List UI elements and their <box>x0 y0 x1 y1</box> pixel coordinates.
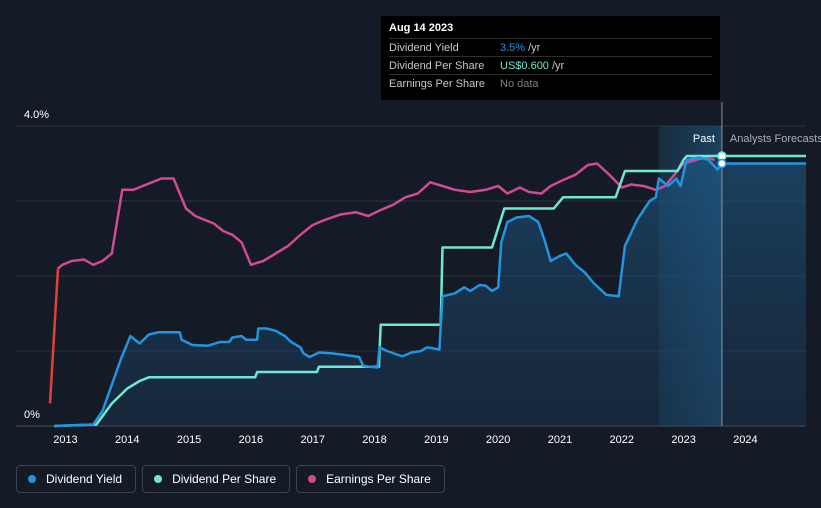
tooltip-value: US$0.600 <box>500 59 549 72</box>
tooltip-label: Earnings Per Share <box>389 77 485 90</box>
x-axis-tick-label: 2017 <box>300 434 324 446</box>
dividend-yield-marker <box>717 158 727 169</box>
past-label: Past <box>693 133 715 145</box>
tooltip: Aug 14 2023 Dividend Yield 3.5% /yr Divi… <box>381 16 720 100</box>
dividend-yield-area <box>54 157 806 426</box>
dividend-per-share-line <box>54 154 806 428</box>
legend-label: Dividend Per Share <box>172 472 277 486</box>
tooltip-unit: /yr <box>551 59 565 72</box>
x-axis-tick-label: 2022 <box>610 434 634 446</box>
legend-earnings-per-share[interactable]: Earnings Per Share <box>296 465 445 493</box>
earnings-per-share-negative-segment <box>48 268 60 404</box>
legend-dot-icon <box>28 475 36 483</box>
legend-label: Dividend Yield <box>46 472 123 486</box>
tooltip-row-dividend-yield: Dividend Yield 3.5% /yr <box>389 38 712 56</box>
x-axis-tick-label: 2019 <box>424 434 448 446</box>
tooltip-date: Aug 14 2023 <box>389 22 454 34</box>
dividend-yield-line <box>54 156 806 428</box>
x-axis-labels: 2013 2014 2015 2016 2017 2018 2019 2020 2021 2022… <box>53 434 757 446</box>
x-axis-tick-label: 2020 <box>486 434 510 446</box>
legend-dot-icon <box>308 475 317 483</box>
forecast-label: Analysts Forecasts <box>730 133 821 145</box>
legend-dividend-per-share[interactable]: Dividend Per Share <box>142 465 291 493</box>
legend-dividend-yield[interactable]: Dividend Yield <box>16 465 137 493</box>
tooltip-unit: /yr <box>528 41 541 54</box>
legend: Dividend Yield Dividend Per Share Earnin… <box>16 465 445 493</box>
tooltip-label: Dividend Yield <box>389 41 459 54</box>
tooltip-row-earnings-per-share: Earnings Per Share No data <box>389 74 712 92</box>
x-axis-tick-label: 2016 <box>239 434 263 446</box>
legend-dot-icon <box>154 475 163 483</box>
earnings-per-share-line <box>57 156 715 270</box>
tooltip-row-dividend-per-share: Dividend Per Share US$0.600 /yr <box>389 56 712 74</box>
legend-label: Earnings Per Share <box>326 472 431 486</box>
x-axis-tick-label: 2014 <box>115 434 139 446</box>
x-axis-tick-label: 2024 <box>733 434 757 446</box>
x-axis-tick-label: 2023 <box>671 434 695 446</box>
y-axis-label-min: 0% <box>24 409 40 421</box>
x-axis-tick-label: 2018 <box>362 434 386 446</box>
x-axis-tick-label: 2013 <box>53 434 77 446</box>
x-axis-tick-label: 2021 <box>548 434 572 446</box>
y-axis-label-max: 4.0% <box>24 109 49 121</box>
tooltip-value: 3.5% <box>500 41 526 54</box>
tooltip-value: No data <box>500 77 539 90</box>
x-axis-tick-label: 2015 <box>177 434 201 446</box>
tooltip-label: Dividend Per Share <box>389 59 485 72</box>
